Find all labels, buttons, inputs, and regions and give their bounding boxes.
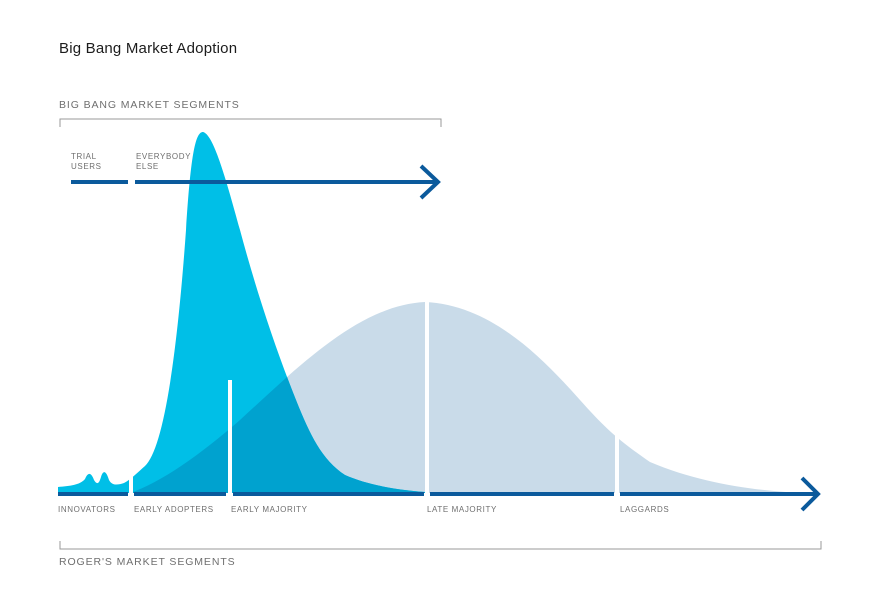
big-bang-arrow [71,164,441,200]
trial-users-label: TRIAL USERS [71,152,102,172]
segment-label-innovators: INNOVATORS [58,505,116,514]
big-bang-curve [58,132,425,493]
segment-label-late-majority: LATE MAJORITY [427,505,497,514]
trial-users-line-1: TRIAL [71,152,97,161]
rogers-segments-heading: ROGER'S MARKET SEGMENTS [59,556,236,568]
everybody-else-line-2: ELSE [136,162,159,171]
segment-dividers [129,120,619,500]
big-bang-segments-heading: BIG BANG MARKET SEGMENTS [59,99,240,111]
page-title: Big Bang Market Adoption [59,40,238,57]
segment-label-early-majority: EARLY MAJORITY [231,505,308,514]
big-bang-bracket [59,118,442,127]
trial-users-line-2: USERS [71,162,102,171]
rogers-arrow [58,476,821,512]
segment-label-early-adopters: EARLY ADOPTERS [134,505,214,514]
rogers-bracket [59,541,822,550]
everybody-else-label: EVERYBODY ELSE [136,152,191,172]
segment-label-laggards: LAGGARDS [620,505,670,514]
everybody-else-line-1: EVERYBODY [136,152,192,161]
